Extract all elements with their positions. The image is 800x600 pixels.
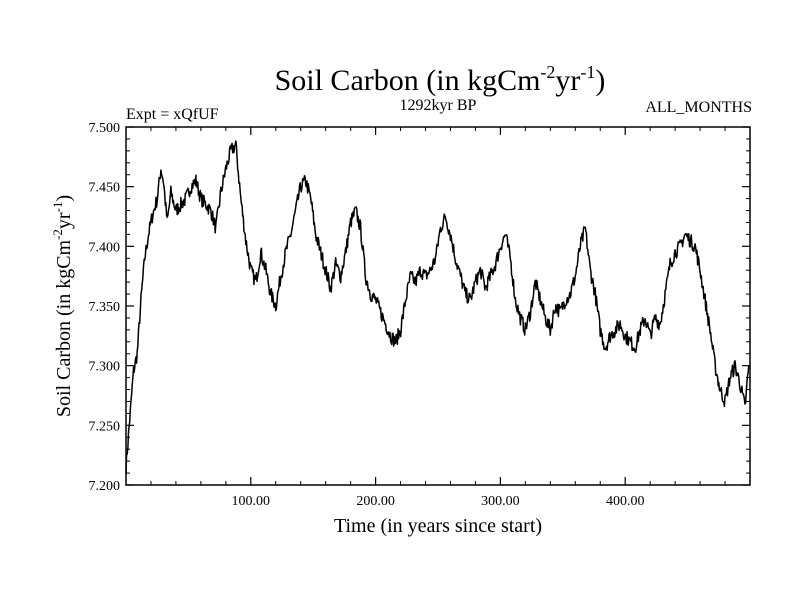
- y-tick-label: 7.450: [89, 181, 121, 196]
- x-tick-label: 400.00: [606, 494, 645, 509]
- y-tick-label: 7.350: [89, 300, 121, 315]
- series-line-0: [125, 140, 750, 475]
- series-layer: [125, 140, 750, 475]
- y-tick-label: 7.250: [89, 419, 121, 434]
- ticks-layer: 100.00 200.00 300.00 400.00 7.200 7.250 7.300 7…: [89, 121, 750, 509]
- x-tick-label: 100.00: [232, 494, 271, 509]
- y-tick-label: 7.300: [89, 360, 121, 375]
- y-tick-label: 7.400: [89, 240, 121, 255]
- period-label: 1292kyr BP: [400, 97, 477, 114]
- y-axis-label: Soil Carbon (in kgCm-2yr-1): [50, 195, 75, 417]
- x-tick-label: 300.00: [481, 494, 520, 509]
- y-tick-label: 7.200: [89, 479, 121, 494]
- plot-frame: [125, 126, 751, 486]
- experiment-label: Expt = xQfUF: [126, 106, 219, 123]
- x-tick-label: 200.00: [356, 494, 395, 509]
- months-label: ALL_MONTHS: [645, 99, 752, 116]
- chart-title: Soil Carbon (in kgCm-2yr-1): [275, 62, 606, 97]
- y-tick-label: 7.500: [89, 121, 121, 136]
- x-axis-label: Time (in years since start): [334, 515, 542, 537]
